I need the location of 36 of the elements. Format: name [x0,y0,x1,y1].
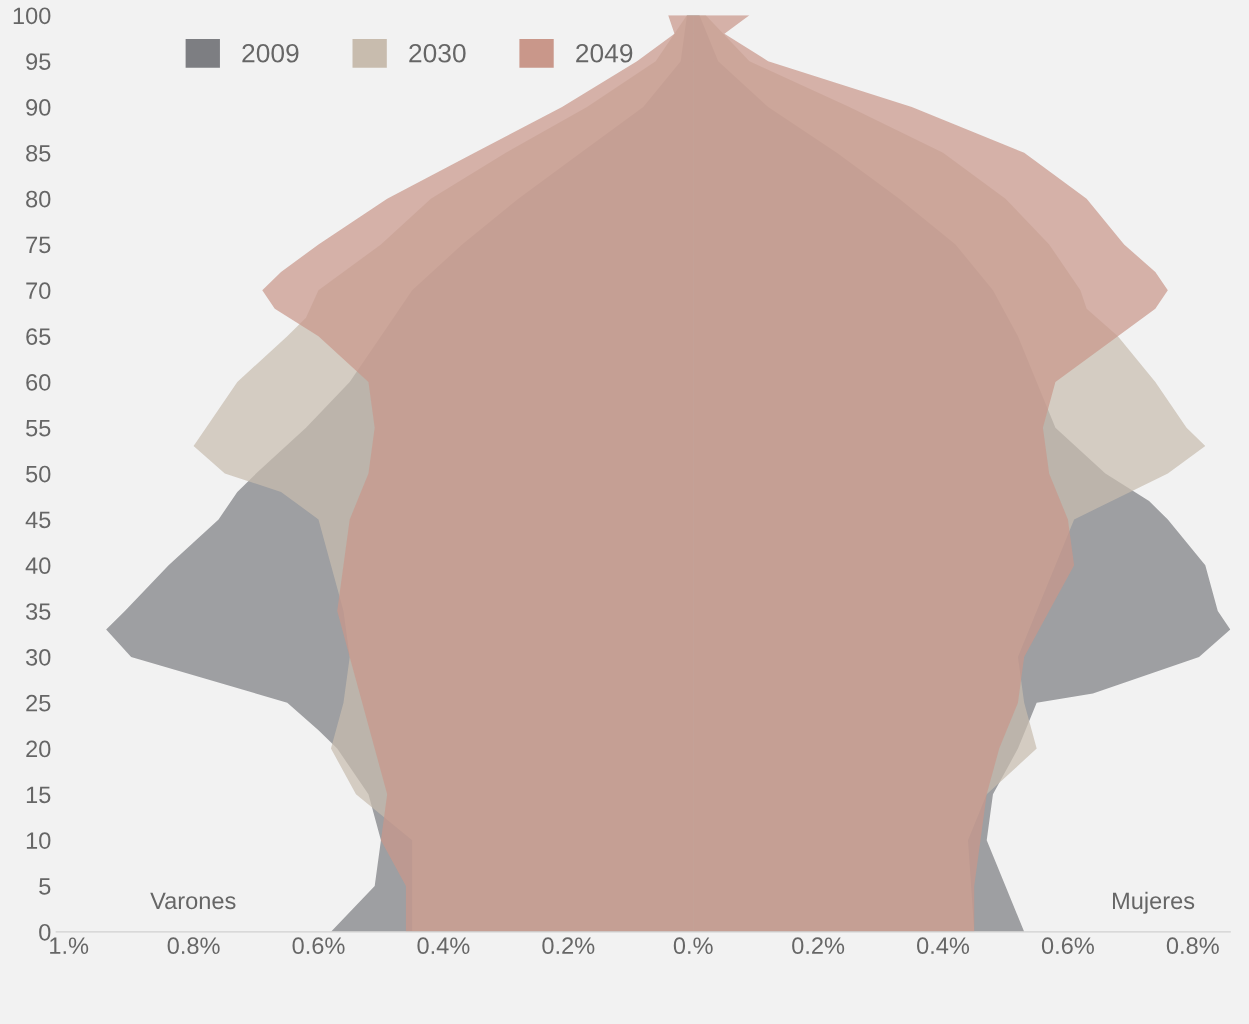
y-tick-label: 10 [26,832,51,849]
y-tick-label: 45 [25,511,51,529]
y-tick-label: 90 [26,99,51,116]
x-tick-label: 0.6% [1041,937,1094,955]
y-tick-label: 80 [26,190,51,208]
x-tick-label: 1.% [50,937,89,954]
y-tick-label: 95 [26,53,51,70]
y-tick-label: 20 [26,740,51,758]
y-tick-label: 85 [26,144,51,162]
x-tick-label: 0.2% [792,937,845,955]
y-tick-label: 35 [25,603,51,620]
y-tick-label: 25 [26,694,51,712]
y-tick-label: 0 [39,923,51,941]
x-tick-label: 0.6% [292,937,345,955]
x-tick-label: 0.% [673,937,713,955]
y-tick-label: 50 [26,465,51,483]
x-tick-label: 0.2% [542,937,595,955]
y-tick-label: 60 [26,374,51,391]
y-tick-label: 70 [26,282,51,300]
y-tick-label: 75 [26,236,51,254]
x-tick-label: 0.8% [167,937,220,955]
legend-label: 2049 [576,43,633,63]
y-tick-label: 55 [26,420,51,437]
annotation: Mujeres [1113,891,1195,914]
y-tick-label: 15 [26,786,51,804]
x-tick-label: 0.4% [917,937,970,955]
legend-label: 2030 [409,43,466,63]
legend-label: 2009 [242,43,299,63]
x-tick-label: 0.4% [417,937,470,955]
y-tick-label: 5 [39,878,51,895]
y-tick-label: 30 [25,648,51,666]
y-tick-label: 65 [26,328,51,345]
annotation: Varones [150,892,236,910]
y-tick-label: 100 [13,7,51,25]
y-tick-label: 40 [25,557,51,575]
x-tick-label: 0.8% [1166,937,1219,955]
